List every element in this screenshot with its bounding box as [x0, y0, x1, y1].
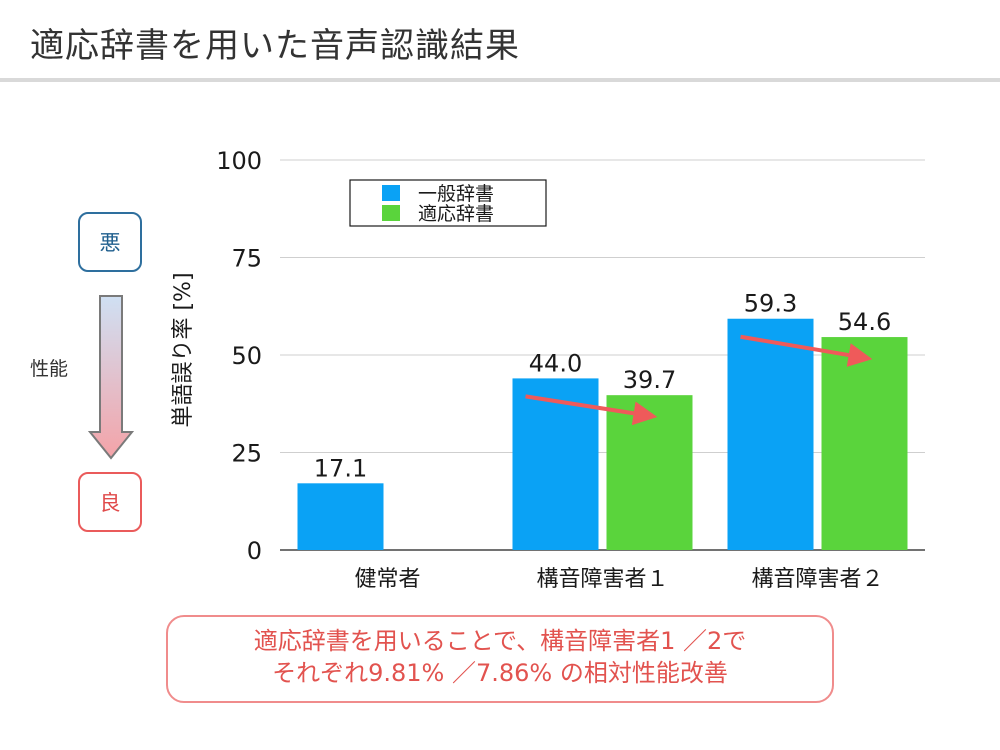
x-category-label: 構音障害者１	[536, 567, 668, 592]
bar-general	[727, 318, 814, 550]
y-tick-label: 75	[231, 245, 262, 273]
bar-adapted	[821, 337, 908, 550]
x-category-label: 健常者	[354, 567, 420, 592]
bar-adapted	[606, 395, 693, 550]
legend-swatch	[382, 185, 400, 201]
bar-general	[297, 483, 384, 550]
y-tick-label: 25	[231, 440, 262, 468]
trend-arrows	[525, 334, 873, 426]
performance-arrow-icon	[88, 295, 134, 460]
legend-label: 一般辞書	[418, 183, 494, 205]
bar-value-label: 17.1	[314, 454, 367, 482]
bar-value-label: 39.7	[623, 366, 676, 394]
y-tick-label: 100	[216, 147, 262, 175]
slide-title: 適応辞書を用いた音声認識結果	[30, 26, 520, 66]
performance-label: 性能	[30, 358, 69, 380]
legend-swatch	[382, 205, 400, 221]
bar-value-label: 44.0	[529, 349, 582, 377]
bad-label: 悪	[99, 231, 121, 255]
axis: 0 25 50 75 100 健常者 構音障害者１ 構音障害者２	[216, 147, 883, 592]
result-callout: 適応辞書を用いることで、構音障害者1 ／2で それぞれ9.81% ／7.86% …	[166, 615, 834, 703]
wer-bar-chart: 0 25 50 75 100 健常者 構音障害者１ 構音障害者２ 17.1 44.0 59.3 39…	[171, 147, 925, 592]
bar-value-label: 54.6	[838, 308, 891, 336]
data-labels: 17.1 44.0 59.3 39.7 54.6	[314, 290, 891, 483]
trend-arrow-icon	[740, 334, 873, 367]
trend-arrow-icon	[525, 394, 658, 426]
callout-line-2: それぞれ9.81% ／7.86% の相対性能改善	[272, 659, 728, 688]
bar-value-label: 59.3	[744, 290, 797, 318]
bad-label-box: 悪	[78, 212, 142, 272]
y-axis-label: 単語誤り率 [%]	[171, 272, 196, 427]
callout-line-1: 適応辞書を用いることで、構音障害者1 ／2で	[253, 627, 747, 655]
good-label-box: 良	[78, 472, 142, 532]
gridlines	[280, 159, 925, 551]
y-tick-label: 50	[231, 342, 262, 370]
legend-label: 適応辞書	[418, 203, 494, 225]
bars	[297, 318, 908, 550]
y-tick-label: 0	[247, 537, 262, 565]
good-label: 良	[99, 491, 121, 515]
title-divider	[0, 78, 1000, 82]
x-category-label: 構音障害者２	[751, 567, 883, 592]
